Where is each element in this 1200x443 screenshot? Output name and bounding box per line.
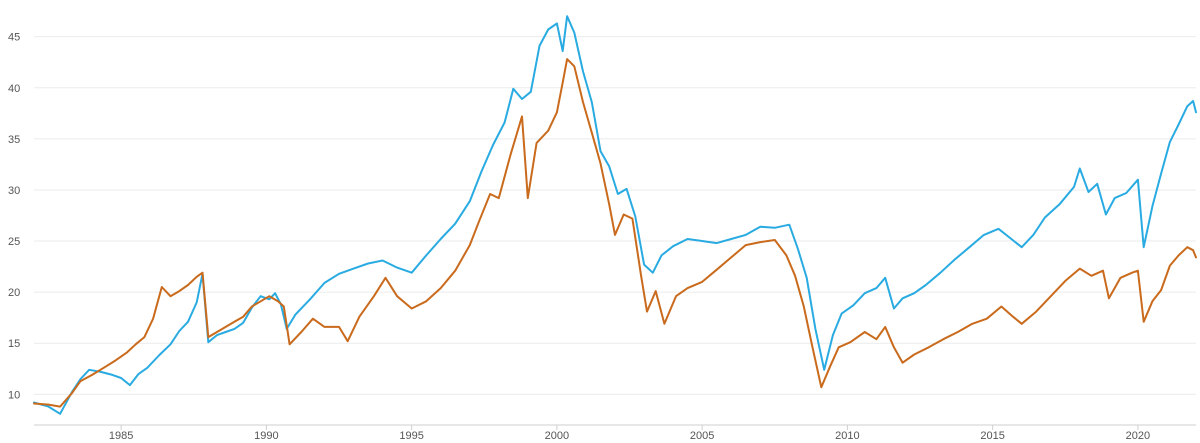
x-tick-label-2000: 2000 [545, 430, 569, 442]
x-tick-label-2020: 2020 [1126, 430, 1150, 442]
x-tick-label-1985: 1985 [109, 430, 133, 442]
x-tick-label-2010: 2010 [835, 430, 859, 442]
x-tick-label-2005: 2005 [690, 430, 714, 442]
series-line-2 [33, 58, 1197, 408]
series-line-1 [33, 15, 1197, 415]
grid-layer [34, 36, 1196, 395]
axis-layer: 10 15 20 25 30 35 40 45 1985 1990 1995 2000 2005 2010… [8, 32, 1196, 442]
x-tick-label-1995: 1995 [399, 430, 423, 442]
y-tick-label-20: 20 [8, 287, 20, 299]
x-tick-label-2015: 2015 [980, 430, 1004, 442]
y-tick-label-45: 45 [8, 32, 20, 44]
y-tick-label-10: 10 [8, 389, 20, 401]
y-tick-label-30: 30 [8, 185, 20, 197]
y-tick-label-25: 25 [8, 236, 20, 248]
y-tick-label-40: 40 [8, 83, 20, 95]
y-tick-label-15: 15 [8, 338, 20, 350]
x-tick-label-1990: 1990 [254, 430, 278, 442]
y-tick-label-35: 35 [8, 134, 20, 146]
series-layer [33, 15, 1197, 415]
